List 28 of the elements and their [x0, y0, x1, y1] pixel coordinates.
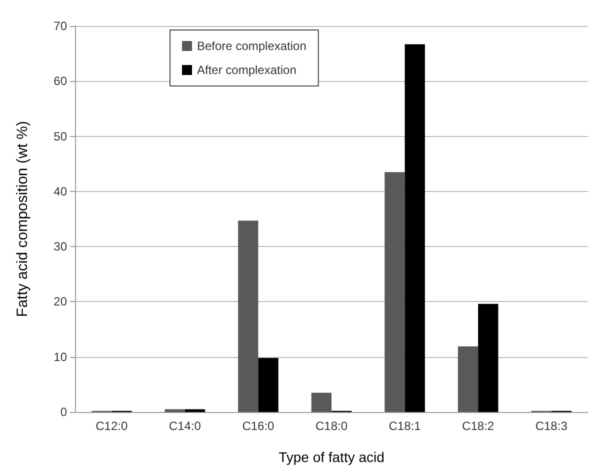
bar — [238, 220, 258, 412]
bar — [184, 409, 206, 412]
bar — [458, 346, 478, 412]
x-tick-label: C18:3 — [535, 419, 568, 433]
bar — [164, 409, 185, 412]
x-tick-label: C14:0 — [168, 419, 202, 433]
y-tick-label: 40 — [54, 184, 68, 198]
legend-label: Before complexation — [197, 39, 306, 53]
y-tick-label: 70 — [54, 19, 68, 33]
y-tick-label: 60 — [54, 74, 68, 88]
y-tick-label: 0 — [60, 405, 68, 419]
bar — [258, 358, 278, 412]
bar — [404, 44, 425, 412]
x-axis-title: Type of fatty acid — [278, 449, 384, 465]
legend-label: After complexation — [197, 63, 296, 77]
bar — [311, 392, 332, 412]
bar — [478, 304, 498, 412]
x-tick-label: C12:0 — [96, 419, 128, 433]
x-tick-label: C18:0 — [315, 419, 348, 433]
bar — [384, 172, 405, 412]
y-tick-label: 20 — [54, 294, 68, 309]
y-axis-title: Fatty acid composition (wt %) — [14, 121, 31, 317]
x-tick-label: C18:2 — [462, 419, 494, 433]
x-tick-label: C16:0 — [242, 419, 275, 433]
y-tick-label: 30 — [54, 240, 68, 254]
x-tick-label: C18:1 — [388, 419, 422, 433]
y-tick-label: 50 — [54, 129, 68, 144]
y-tick-label: 10 — [54, 350, 68, 364]
